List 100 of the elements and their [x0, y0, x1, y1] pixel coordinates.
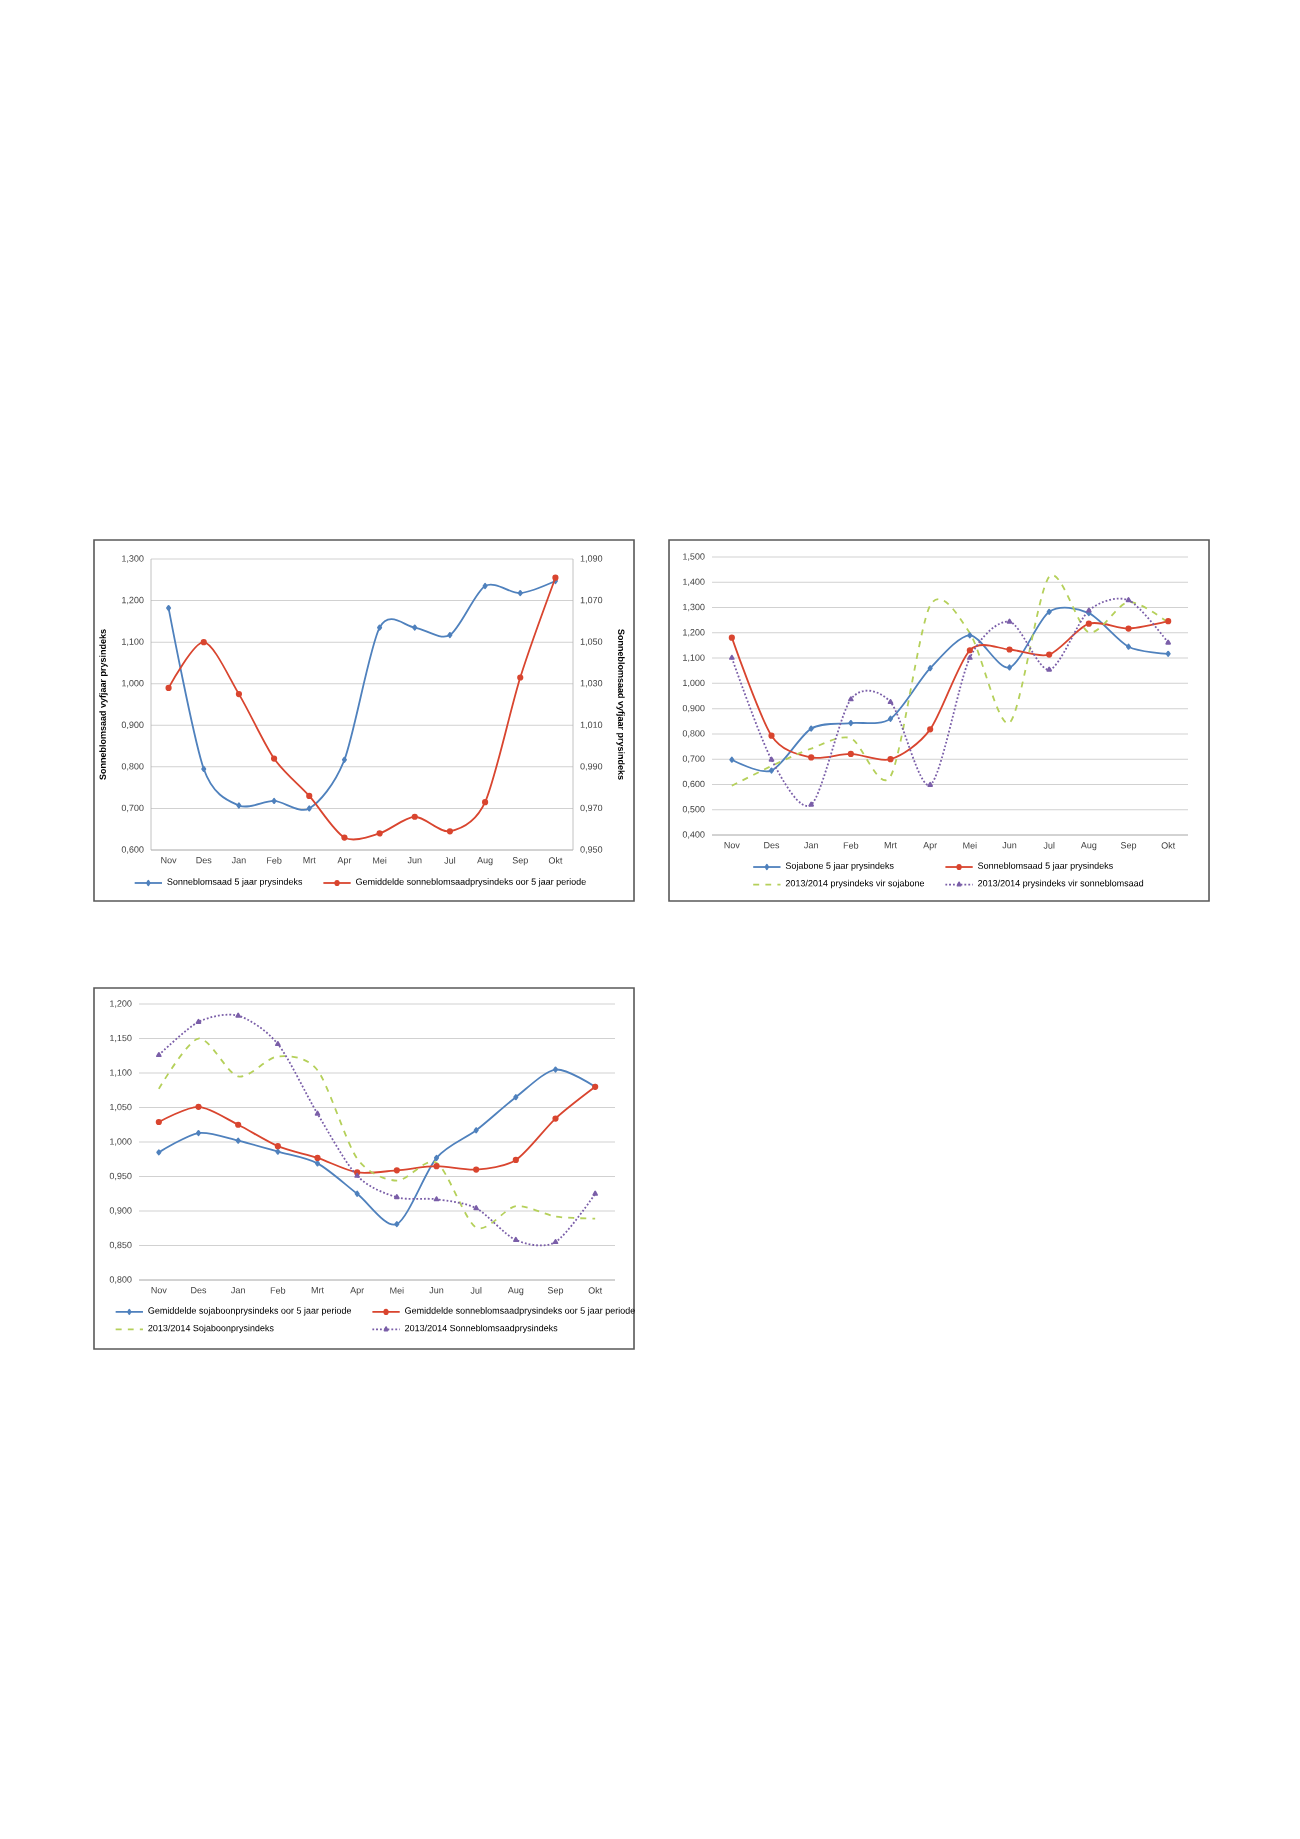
point	[155, 1118, 162, 1126]
point	[887, 698, 894, 705]
x-tick-label: Des	[191, 1287, 207, 1294]
y-tick-label: 0,700	[682, 755, 705, 763]
y-tick-label: 0,700	[121, 804, 144, 813]
point	[848, 696, 854, 702]
point	[274, 1143, 281, 1150]
point	[927, 781, 933, 787]
x-tick-label: Jul	[444, 857, 456, 864]
y2-tick-label: 1,030	[580, 680, 603, 688]
point	[552, 1115, 559, 1122]
legend-label: Sonneblomsaad 5 jaar prysindeks	[978, 862, 1113, 871]
point	[517, 589, 523, 597]
point	[341, 834, 348, 841]
y2-tick-label: 1,070	[580, 596, 603, 605]
x-tick-label: Nov	[161, 857, 177, 864]
legend-label: Gemiddelde sojaboonprysindeks oor 5 jaar periode	[148, 1307, 352, 1316]
point	[275, 1040, 281, 1047]
point	[1125, 643, 1132, 650]
point	[341, 756, 347, 763]
y-tick-label: 1,200	[683, 629, 705, 637]
y-axis-title: Sonneblomsaad vyfjaar prysindeks	[99, 629, 108, 780]
legend-label: 2013/2014 prysindeks vir sonneblomsaad	[978, 879, 1144, 889]
point	[235, 1121, 242, 1128]
point	[1086, 607, 1092, 613]
point	[201, 765, 207, 773]
point	[165, 684, 172, 691]
y2-tick-label: 0,950	[580, 846, 603, 854]
point	[552, 574, 559, 581]
y-tick-label: 1,100	[122, 638, 144, 646]
legend-label: Sojabone 5 jaar prysindeks	[785, 862, 894, 871]
point	[768, 732, 775, 739]
point	[411, 813, 418, 820]
point	[271, 797, 277, 805]
point	[394, 1221, 400, 1228]
x-tick-label: Nov	[151, 1287, 167, 1294]
x-tick-label: Okt	[588, 1287, 603, 1294]
legend-label: Sonneblomsaad 5 jaar prysindeks	[167, 878, 303, 887]
y-tick-label: 1,300	[122, 555, 144, 563]
y2-axis-title: Sonneblomsaad vyfjaar prysindeks	[616, 629, 625, 780]
point	[768, 756, 775, 762]
y-tick-label: 0,600	[682, 780, 705, 789]
y-tick-label: 0,400	[682, 831, 705, 839]
x-tick-label: Mrt	[303, 857, 316, 864]
x-tick-label: Aug	[1080, 842, 1097, 851]
point	[1125, 597, 1132, 603]
point	[927, 665, 933, 672]
x-tick-label: Jan	[231, 857, 246, 864]
point	[394, 1194, 400, 1200]
point	[473, 1205, 479, 1211]
y-tick-label: 1,100	[110, 1069, 132, 1077]
x-tick-label: Mei	[963, 842, 977, 849]
x-tick-label: Nov	[724, 842, 740, 849]
point	[1006, 618, 1013, 624]
legend-label: 2013/2014 Sojaboonprysindeks	[148, 1324, 274, 1334]
point	[967, 654, 973, 660]
point	[729, 756, 735, 763]
point	[1046, 666, 1052, 672]
point	[513, 1236, 519, 1242]
point	[306, 805, 312, 812]
point	[433, 1196, 440, 1202]
y-tick-label: 1,000	[122, 680, 144, 688]
point	[768, 767, 775, 774]
point	[808, 801, 814, 807]
point	[314, 1160, 321, 1167]
y-tick-label: 1,400	[683, 578, 705, 586]
x-tick-label: Okt	[1161, 842, 1176, 849]
point	[729, 654, 735, 660]
point	[1046, 651, 1053, 658]
x-tick-label: Apr	[923, 842, 938, 851]
x-tick-label: Jun	[407, 857, 422, 864]
point	[433, 1154, 440, 1161]
point	[393, 1167, 400, 1174]
x-tick-label: Aug	[477, 857, 493, 866]
y-tick-label: 0,800	[121, 763, 144, 771]
x-tick-label: Jul	[1043, 842, 1055, 849]
y-tick-label: 1,100	[683, 654, 705, 662]
point	[887, 756, 894, 763]
x-tick-label: Apr	[337, 857, 352, 866]
y-tick-label: 1,050	[110, 1103, 132, 1112]
y2-tick-label: 1,010	[580, 721, 603, 730]
y-tick-label: 0,800	[109, 1276, 132, 1284]
point	[592, 1190, 598, 1196]
legend-label: Gemiddelde sonneblomsaadprysindeks oor 5 jaar periode	[356, 878, 586, 887]
point	[1046, 608, 1052, 615]
point	[446, 828, 454, 835]
point	[1125, 625, 1132, 632]
x-tick-label: Sep	[512, 857, 528, 866]
y-tick-label: 1,500	[683, 553, 705, 561]
point	[967, 632, 973, 639]
x-tick-label: Feb	[843, 842, 859, 849]
point	[314, 1154, 321, 1161]
x-tick-label: Mrt	[884, 842, 897, 849]
x-tick-label: Jan	[804, 842, 818, 849]
point	[927, 726, 934, 733]
x-tick-label: Sep	[1120, 842, 1137, 851]
point	[235, 1137, 241, 1144]
point	[195, 1103, 202, 1110]
x-tick-label: Sep	[547, 1287, 564, 1296]
y-tick-label: 1,150	[110, 1034, 132, 1043]
